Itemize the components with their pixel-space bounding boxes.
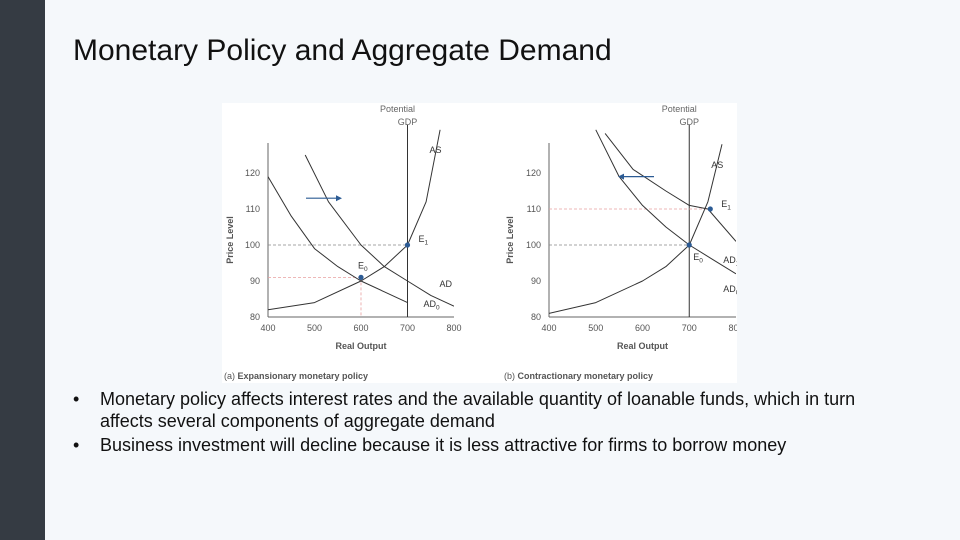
panel-1-gdp-label: GDP — [398, 117, 418, 127]
panel-2-y-label: Price Level — [505, 216, 515, 264]
panel-1-shift-arrow-head — [336, 195, 342, 202]
panel-1-point-label-e0: E0 — [358, 260, 368, 273]
panel-1-y-tick-90: 90 — [250, 276, 260, 286]
panel-2-x-tick-600: 600 — [635, 323, 650, 333]
panel-2-y-tick-80: 80 — [531, 312, 541, 322]
panel-1-x-tick-500: 500 — [307, 323, 322, 333]
panel-1-label-ad: AD — [440, 279, 453, 289]
panel-1-curve-ad0 — [268, 176, 408, 304]
panel-2-point-e1 — [707, 206, 713, 212]
panel-1-point-e0 — [358, 274, 364, 280]
panel-1-y-tick-120: 120 — [245, 168, 260, 178]
panel-2-x-label: Real Output — [617, 341, 668, 351]
panel-1-point-e1 — [404, 242, 411, 248]
panel-2-potential-label: Potential — [662, 104, 697, 114]
panel-1-point-label-e1: E1 — [419, 234, 429, 247]
panel-2-label-as: AS — [711, 160, 723, 170]
panel-2-y-tick-110: 110 — [527, 204, 541, 214]
panel-2-x-tick-500: 500 — [588, 323, 603, 333]
slide-title: Monetary Policy and Aggregate Demand — [73, 34, 612, 67]
panel-1-label-ad0: AD0 — [424, 299, 441, 312]
panel-2-y-tick-120: 120 — [526, 168, 541, 178]
panel-2-point-label-e0: E0 — [693, 252, 703, 265]
sidebar-bar — [0, 0, 45, 540]
panel-2-label-ad1: AD1 — [723, 255, 737, 268]
panel-2-x-tick-700: 700 — [682, 323, 697, 333]
panel-2-curve-ad0 — [595, 129, 736, 275]
panel-1-x-tick-400: 400 — [260, 323, 275, 333]
panel-1-x-tick-600: 600 — [353, 323, 368, 333]
panel-2-caption: (b) Contractionary monetary policy — [504, 371, 653, 381]
panel-2-curve-as — [549, 144, 723, 314]
panel-2-curve-ad1 — [604, 133, 736, 242]
bullet-item-1: Monetary policy affects interest rates a… — [73, 388, 873, 432]
chart-svg: 80 90 100 110 120 400 500 600 700 800 Real Output P… — [224, 104, 737, 381]
panel-2-point-e0 — [686, 242, 692, 248]
panel-2-y-tick-90: 90 — [531, 276, 541, 286]
panel-2-x-tick-800: 800 — [728, 323, 737, 333]
panel-2-x-tick-400: 400 — [541, 323, 556, 333]
panel-1-x-tick-800: 800 — [446, 323, 461, 333]
panel-2-y-tick-100: 100 — [526, 240, 541, 250]
panel-1-y-tick-100: 100 — [245, 240, 260, 250]
panel-1-potential-label: Potential — [380, 104, 415, 114]
panel-2-gdp-label: GDP — [679, 117, 699, 127]
panel-1-x-tick-700: 700 — [400, 323, 415, 333]
bullet-list: Monetary policy affects interest rates a… — [73, 388, 873, 458]
panel-2-label-ad0: AD0 — [723, 284, 737, 297]
panel-1-x-label: Real Output — [336, 341, 387, 351]
panel-1-curve-ad — [304, 154, 454, 307]
panel-1-y-tick-80: 80 — [250, 312, 260, 322]
panel-1-label-as: AS — [430, 145, 442, 155]
chart-figure: 80 90 100 110 120 400 500 600 700 800 Real Output P… — [222, 103, 737, 383]
panel-1-caption: (a) Expansionary monetary policy — [224, 371, 368, 381]
panel-2-point-label-e1: E1 — [721, 199, 731, 212]
panel-1-y-label: Price Level — [225, 216, 235, 264]
bullet-item-2: Business investment will decline because… — [73, 434, 873, 456]
panel-2-shift-arrow-head — [618, 173, 624, 180]
panel-1-y-tick-110: 110 — [246, 204, 260, 214]
